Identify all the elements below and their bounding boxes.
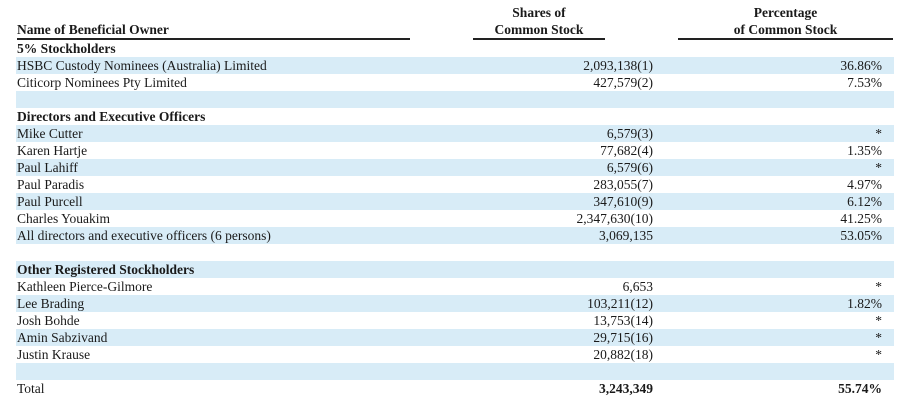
table-row: HSBC Custody Nominees (Australia) Limite… [0, 57, 911, 74]
percentage-value: 55.74% [838, 381, 882, 396]
row-shading [16, 329, 894, 346]
section-header-row: 5% Stockholders [0, 40, 911, 57]
percentage-value: * [875, 347, 882, 362]
ownership-table-body: 5% Stockholders HSBC Custody Nominees (Au… [0, 40, 911, 397]
percentage-value: * [875, 313, 882, 328]
column-header-shares-line2: Common Stock [494, 22, 584, 37]
owner-name: Paul Purcell [17, 194, 83, 209]
row-shading [16, 193, 894, 210]
percentage-value: 1.82% [847, 296, 882, 311]
section-header-row: Other Registered Stockholders [0, 261, 911, 278]
header-underline-shares [473, 38, 605, 40]
percentage-value: 6.12% [847, 194, 882, 209]
spacer-row [0, 91, 911, 108]
shares-value: 103,211(12) [587, 296, 653, 311]
owner-name: Citicorp Nominees Pty Limited [17, 75, 187, 90]
table-row: Josh Bohde 13,753(14) * [0, 312, 911, 329]
row-shading [16, 227, 894, 244]
owner-name: Lee Brading [17, 296, 85, 311]
section-title: 5% Stockholders [17, 41, 116, 56]
spacer-row [0, 244, 911, 261]
percentage-value: * [875, 279, 882, 294]
percentage-value: 53.05% [840, 228, 882, 243]
owner-name: Charles Youakim [17, 211, 111, 226]
row-shading [16, 91, 894, 108]
shares-value: 3,069,135 [599, 228, 653, 243]
table-row: Mike Cutter 6,579(3) * [0, 125, 911, 142]
shares-value: 77,682(4) [600, 143, 653, 158]
row-shading [16, 363, 894, 380]
column-header-pct-line2: of Common Stock [733, 22, 838, 37]
table-row: Kathleen Pierce-Gilmore 6,653 * [0, 278, 911, 295]
table-row: Paul Purcell 347,610(9) 6.12% [0, 193, 911, 210]
percentage-value: * [875, 126, 882, 141]
column-header-percentage: Percentage of Common Stock [678, 4, 893, 38]
header-underline-percentage [678, 38, 893, 40]
section-header-row: Directors and Executive Officers [0, 108, 911, 125]
owner-name: Justin Krause [17, 347, 91, 362]
table-row: Karen Hartje 77,682(4) 1.35% [0, 142, 911, 159]
table-row: All directors and executive officers (6 … [0, 227, 911, 244]
shares-value: 13,753(14) [593, 313, 653, 328]
header-underline-name [17, 38, 410, 40]
owner-name: Mike Cutter [17, 126, 83, 141]
percentage-value: 36.86% [840, 58, 882, 73]
shares-value: 6,579(3) [606, 126, 653, 141]
table-header: Name of Beneficial Owner Shares of Commo… [0, 0, 911, 40]
table-row: Amin Sabzivand 29,715(16) * [0, 329, 911, 346]
shares-value: 29,715(16) [593, 330, 653, 345]
spacer-row [0, 363, 911, 380]
shares-value: 20,882(18) [593, 347, 653, 362]
column-header-shares: Shares of Common Stock [473, 4, 605, 38]
row-shading [16, 295, 894, 312]
shares-value: 427,579(2) [593, 75, 653, 90]
shares-value: 2,347,630(10) [576, 211, 654, 226]
percentage-value: 1.35% [847, 143, 882, 158]
table-row: Paul Paradis 283,055(7) 4.97% [0, 176, 911, 193]
table-row: Lee Brading 103,211(12) 1.82% [0, 295, 911, 312]
owner-name: Karen Hartje [17, 143, 88, 158]
section-title: Other Registered Stockholders [17, 262, 195, 277]
shares-value: 6,653 [622, 279, 653, 294]
owner-name: HSBC Custody Nominees (Australia) Limite… [17, 58, 267, 73]
total-row: Total 3,243,349 55.74% [0, 380, 911, 397]
owner-name: Amin Sabzivand [17, 330, 108, 345]
row-shading [16, 57, 894, 74]
row-shading [16, 159, 894, 176]
percentage-value: 41.25% [840, 211, 882, 226]
owner-name: Paul Paradis [17, 177, 85, 192]
percentage-value: * [875, 160, 882, 175]
table-row: Charles Youakim 2,347,630(10) 41.25% [0, 210, 911, 227]
shares-value: 6,579(6) [606, 160, 653, 175]
column-header-shares-line1: Shares of [512, 5, 566, 20]
row-shading [16, 125, 894, 142]
column-header-name: Name of Beneficial Owner [17, 22, 169, 37]
owner-name: Paul Lahiff [17, 160, 78, 175]
shares-value: 3,243,349 [599, 381, 653, 396]
row-shading [16, 261, 894, 278]
percentage-value: 4.97% [847, 177, 882, 192]
shares-value: 347,610(9) [593, 194, 653, 209]
percentage-value: * [875, 330, 882, 345]
owner-name: Josh Bohde [17, 313, 80, 328]
table-row: Paul Lahiff 6,579(6) * [0, 159, 911, 176]
percentage-value: 7.53% [847, 75, 882, 90]
column-header-pct-line1: Percentage [753, 5, 818, 20]
table-row: Citicorp Nominees Pty Limited 427,579(2) 7… [0, 74, 911, 91]
owner-name: Kathleen Pierce-Gilmore [17, 279, 153, 294]
owner-name: Total [17, 381, 45, 396]
section-title: Directors and Executive Officers [17, 109, 206, 124]
shares-value: 283,055(7) [593, 177, 653, 192]
table-row: Justin Krause 20,882(18) * [0, 346, 911, 363]
shares-value: 2,093,138(1) [583, 58, 653, 73]
owner-name: All directors and executive officers (6 … [17, 228, 271, 243]
